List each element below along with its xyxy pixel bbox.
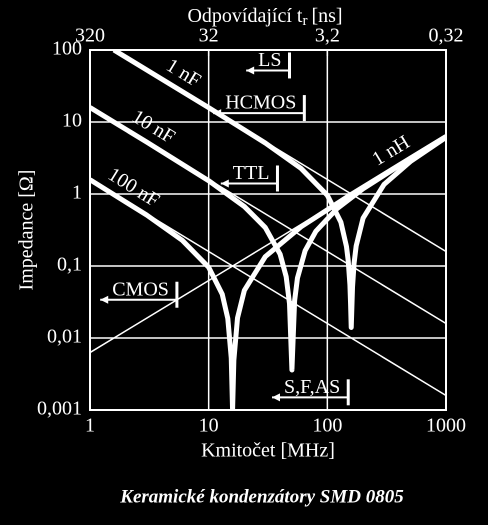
x-tick-label: 10 [199, 415, 219, 437]
y-tick-label: 10 [62, 110, 82, 132]
y-tick-label: 0,001 [37, 398, 82, 420]
annotation-label: TTL [233, 162, 270, 184]
annotation-label: HCMOS [225, 92, 296, 114]
annotation-label: LS [258, 49, 281, 71]
series-line [90, 135, 446, 354]
y-tick-label: 0,01 [47, 326, 82, 348]
annotation-label: CMOS [112, 278, 169, 300]
x2-tick-label: 320 [75, 25, 105, 47]
x2-title-main: Odpovídající t [187, 5, 302, 27]
x-tick-label: 1000 [426, 415, 466, 437]
y-tick-label: 1 [72, 182, 82, 204]
series-line [112, 50, 446, 330]
x2-tick-label: 32 [199, 25, 219, 47]
annotation-arrowhead [272, 393, 281, 402]
x2-tick-label: 3,2 [315, 25, 340, 47]
annotation-label: S,F,AS [284, 376, 340, 398]
chart-title: Keramické kondenzátory SMD 0805 [119, 486, 404, 507]
annotation-arrowhead [220, 179, 229, 188]
annotation-arrowhead [213, 109, 222, 118]
series-line [90, 105, 446, 373]
x-axis-title: Kmitočet [MHz] [201, 440, 335, 462]
x-tick-label: 100 [312, 415, 342, 437]
series-line [90, 134, 446, 410]
plot-area [90, 50, 446, 410]
series-label: 1 nF [162, 54, 204, 92]
x2-axis-title: Odpovídající tr [ns] [187, 5, 342, 30]
reference-line [90, 178, 446, 397]
annotation-arrowhead [246, 66, 255, 75]
x2-tick-label: 0,32 [429, 25, 464, 47]
reference-line [113, 50, 446, 253]
y-tick-label: 100 [52, 38, 82, 60]
series-label: 10 nF [128, 106, 179, 149]
x-tick-label: 1 [85, 415, 95, 437]
y-tick-label: 0,1 [57, 254, 82, 276]
x2-title-subscript: r [302, 13, 307, 29]
y-axis-title: Impedance [Ω] [16, 170, 38, 291]
annotation-arrowhead [100, 295, 109, 304]
reference-line [90, 106, 446, 325]
x2-title-unit: [ns] [311, 5, 342, 27]
